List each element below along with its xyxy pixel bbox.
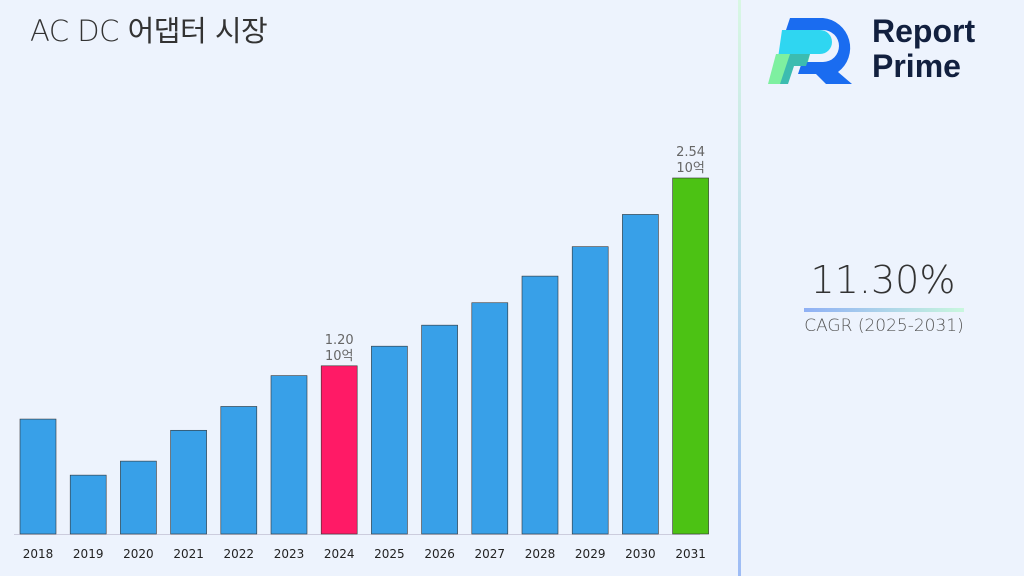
- cagr-underline: [804, 308, 964, 312]
- x-tick-label: 2023: [274, 547, 305, 561]
- x-tick-label: 2021: [173, 547, 204, 561]
- bar-2019: [69, 474, 107, 535]
- data-label: 2.54: [676, 145, 705, 160]
- x-tick-label: 2030: [625, 547, 656, 561]
- bar-2026: [421, 324, 458, 535]
- x-tick-label: 2029: [575, 547, 606, 561]
- bar-2031: [672, 177, 709, 535]
- x-tick-label: 2022: [224, 547, 255, 561]
- bar-2030: [622, 214, 659, 535]
- x-tick-label: 2020: [123, 547, 154, 561]
- report-prime-logo-icon: [768, 18, 852, 84]
- divider: [738, 0, 741, 576]
- bar-2022: [220, 406, 258, 535]
- x-tick-label: 2027: [475, 547, 506, 561]
- bar-2018: [19, 418, 57, 535]
- x-tick-label: 2025: [374, 547, 405, 561]
- bar-2020: [120, 460, 157, 535]
- data-label: 1.20: [325, 333, 354, 348]
- bar-2023: [270, 375, 308, 535]
- bar-2025: [371, 345, 408, 535]
- bar-2024: [320, 365, 358, 535]
- x-tick-label: 2028: [525, 547, 556, 561]
- x-tick-label: 2031: [675, 547, 706, 561]
- chart-title: AC DC 어댑터 시장: [30, 14, 268, 48]
- brand-line-1: Report: [872, 13, 976, 49]
- brand-name: Report Prime: [872, 14, 975, 84]
- cagr-value: 11.30%: [810, 258, 956, 302]
- data-label: 10억: [325, 349, 354, 364]
- cagr-label: CAGR (2025-2031): [804, 316, 964, 336]
- x-tick-label: 2019: [73, 547, 104, 561]
- bar-2027: [471, 302, 509, 535]
- bar-2021: [170, 429, 207, 535]
- bar-2029: [571, 246, 609, 535]
- x-tick-label: 2018: [23, 547, 54, 561]
- x-tick-label: 2026: [424, 547, 455, 561]
- brand-line-2: Prime: [872, 48, 961, 84]
- bar-2028: [521, 275, 559, 535]
- x-tick-label: 2024: [324, 547, 355, 561]
- data-label: 10억: [676, 161, 705, 176]
